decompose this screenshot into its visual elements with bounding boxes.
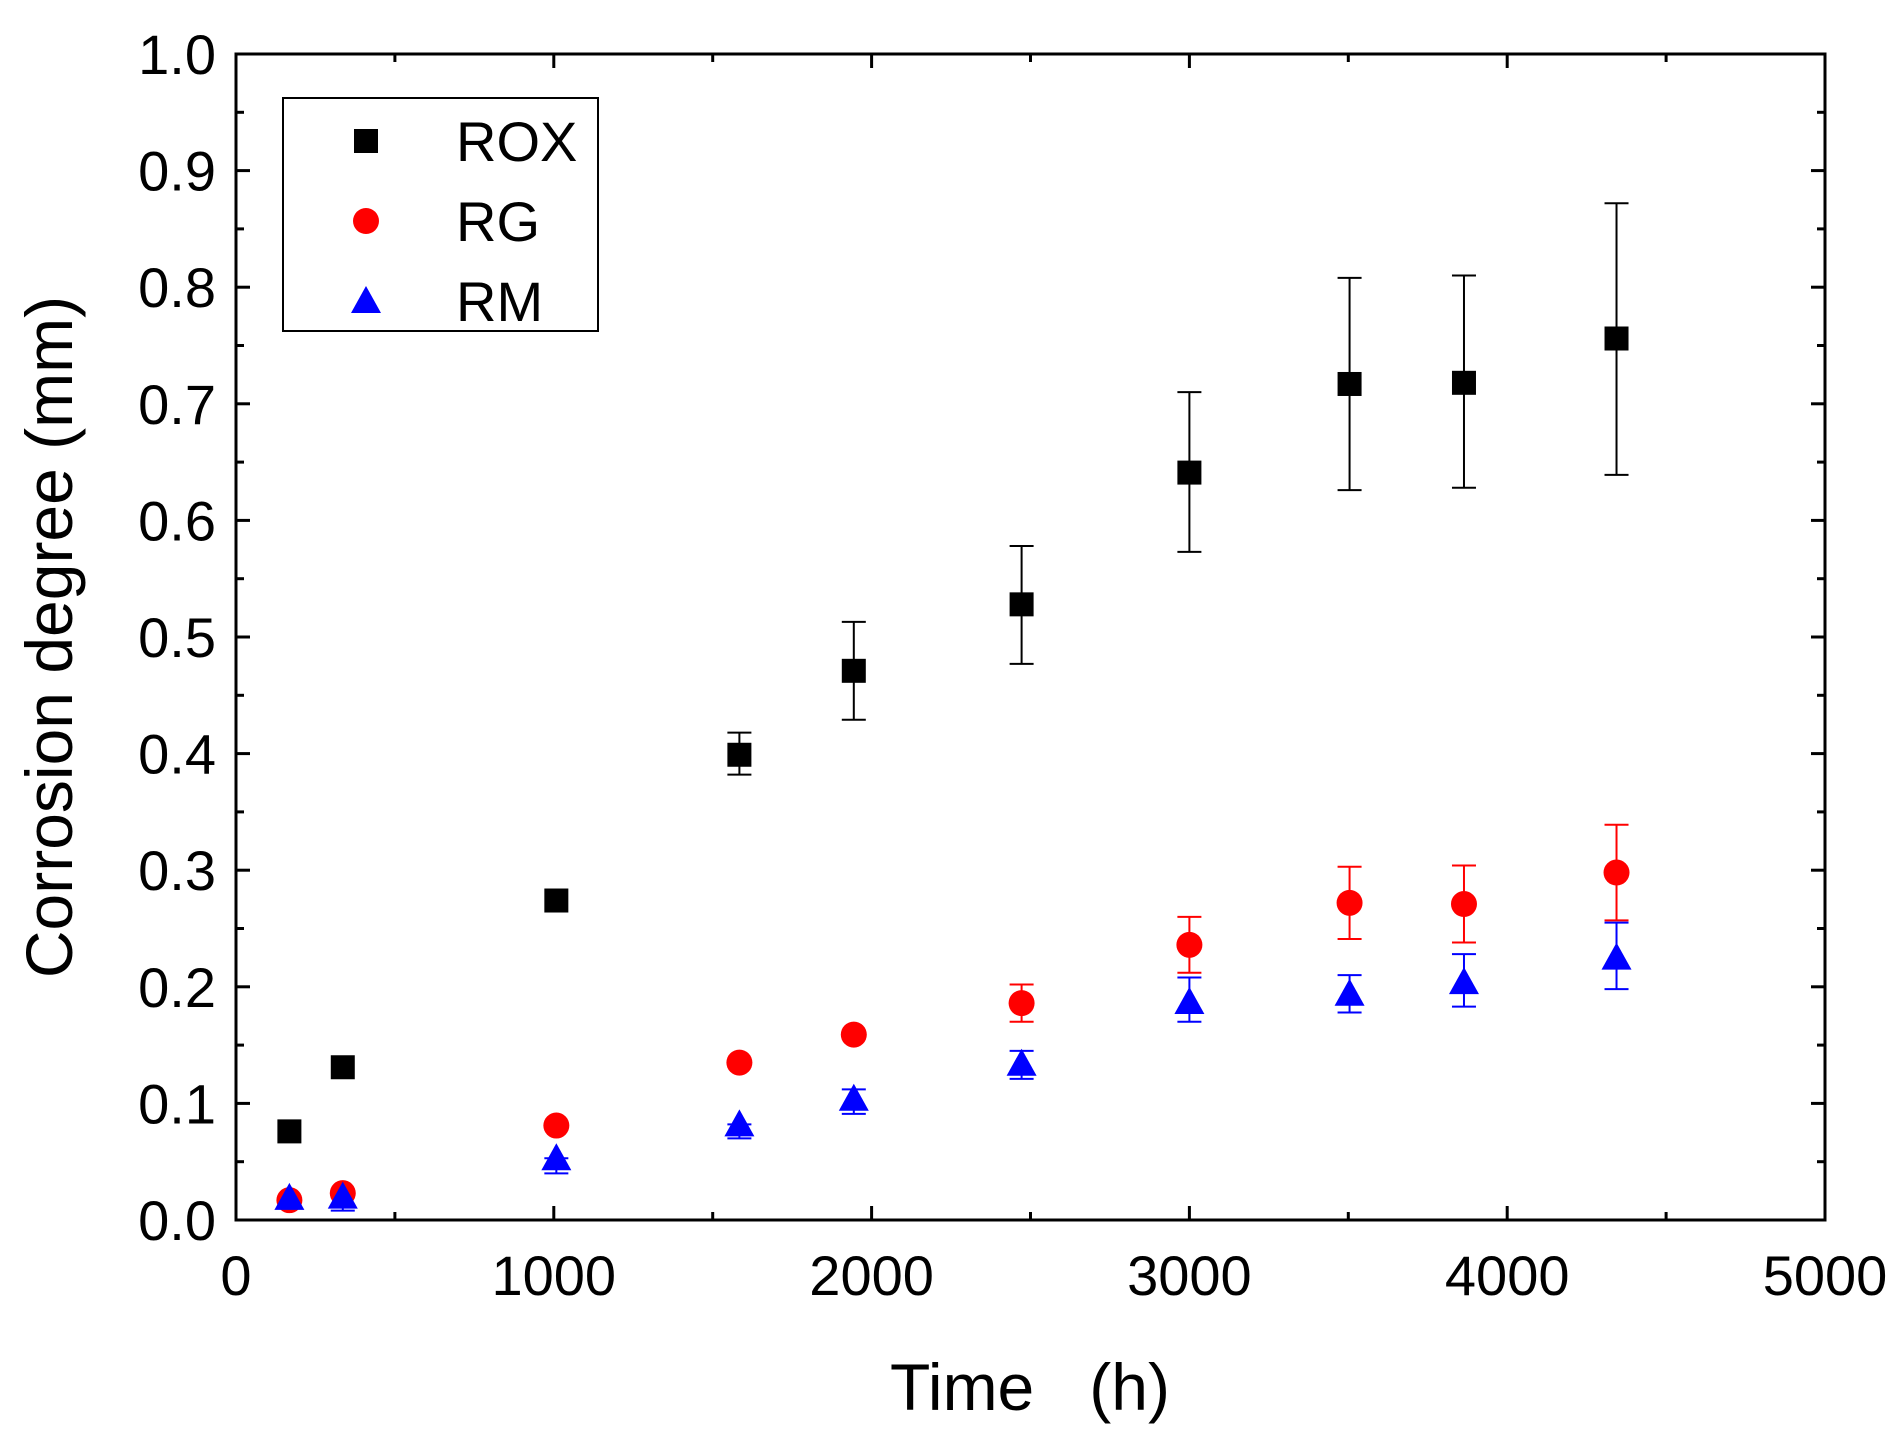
legend: ROX RG RM xyxy=(282,97,599,333)
legend-label-rm: RM xyxy=(456,270,543,333)
legend-marker-rox xyxy=(354,129,378,153)
rm-point xyxy=(274,1182,305,1210)
rm-point xyxy=(327,1181,358,1209)
rox-point xyxy=(1451,370,1476,395)
data-points xyxy=(274,326,1632,1214)
y-tick-label: 0.5 xyxy=(138,606,216,669)
plot-frame xyxy=(234,52,1827,1222)
rox-point xyxy=(544,888,569,913)
legend-marker-rg xyxy=(353,208,379,234)
y-tick-label: 0.9 xyxy=(138,140,216,203)
rg-point xyxy=(840,1021,867,1048)
rm-point xyxy=(1006,1048,1037,1076)
legend-box xyxy=(282,97,599,332)
x-tick-label: 3000 xyxy=(1127,1244,1252,1307)
legend-label-rox: ROX xyxy=(456,110,577,173)
rg-point xyxy=(1603,859,1630,886)
rm-point xyxy=(838,1083,869,1111)
x-tick-label: 4000 xyxy=(1445,1244,1570,1307)
y-tick-label: 0.6 xyxy=(138,489,216,552)
rox-point xyxy=(330,1055,355,1080)
rg-point xyxy=(726,1049,753,1076)
y-tick-label: 0.3 xyxy=(138,839,216,902)
rox-point xyxy=(1337,371,1362,396)
y-tick-label: 1.0 xyxy=(138,23,216,86)
error-bars xyxy=(330,202,1629,1212)
rox-point xyxy=(727,742,752,767)
x-tick-label: 2000 xyxy=(809,1244,934,1307)
rm-point xyxy=(1174,986,1205,1014)
rg-point xyxy=(1176,931,1203,958)
legend-marker-rm xyxy=(351,286,381,313)
rox-point xyxy=(1604,326,1629,351)
y-tick-label: 0.1 xyxy=(138,1072,216,1135)
y-tick-label: 0.0 xyxy=(138,1189,216,1252)
rox-point xyxy=(1009,592,1034,617)
legend-label-rg: RG xyxy=(456,190,540,253)
y-tick-label: 0.2 xyxy=(138,956,216,1019)
x-tick-label: 1000 xyxy=(492,1244,617,1307)
x-tick-label: 5000 xyxy=(1763,1244,1888,1307)
rox-point xyxy=(841,658,866,683)
rm-point xyxy=(1334,978,1365,1006)
rg-point xyxy=(1008,990,1035,1017)
y-tick-label: 0.8 xyxy=(138,256,216,319)
y-axis-title: Corrosion degree (mm) xyxy=(12,296,86,978)
rm-point xyxy=(1448,967,1479,995)
y-tick-label: 0.4 xyxy=(138,723,216,786)
rox-point xyxy=(277,1119,302,1144)
rg-point xyxy=(1450,891,1477,918)
rg-point xyxy=(1336,889,1363,916)
rm-point xyxy=(541,1143,572,1171)
rm-point xyxy=(1601,942,1632,970)
x-tick-label: 0 xyxy=(220,1244,251,1307)
rg-point xyxy=(543,1112,570,1139)
rox-point xyxy=(1177,460,1202,485)
y-tick-label: 0.7 xyxy=(138,373,216,436)
tick-labels: 0 1000 2000 3000 4000 5000 0.0 0.1 0.2 0.3 0.4 0.5 0… xyxy=(138,23,1887,1307)
x-axis-title: Time (h) xyxy=(890,1350,1170,1424)
rm-point xyxy=(724,1109,755,1137)
